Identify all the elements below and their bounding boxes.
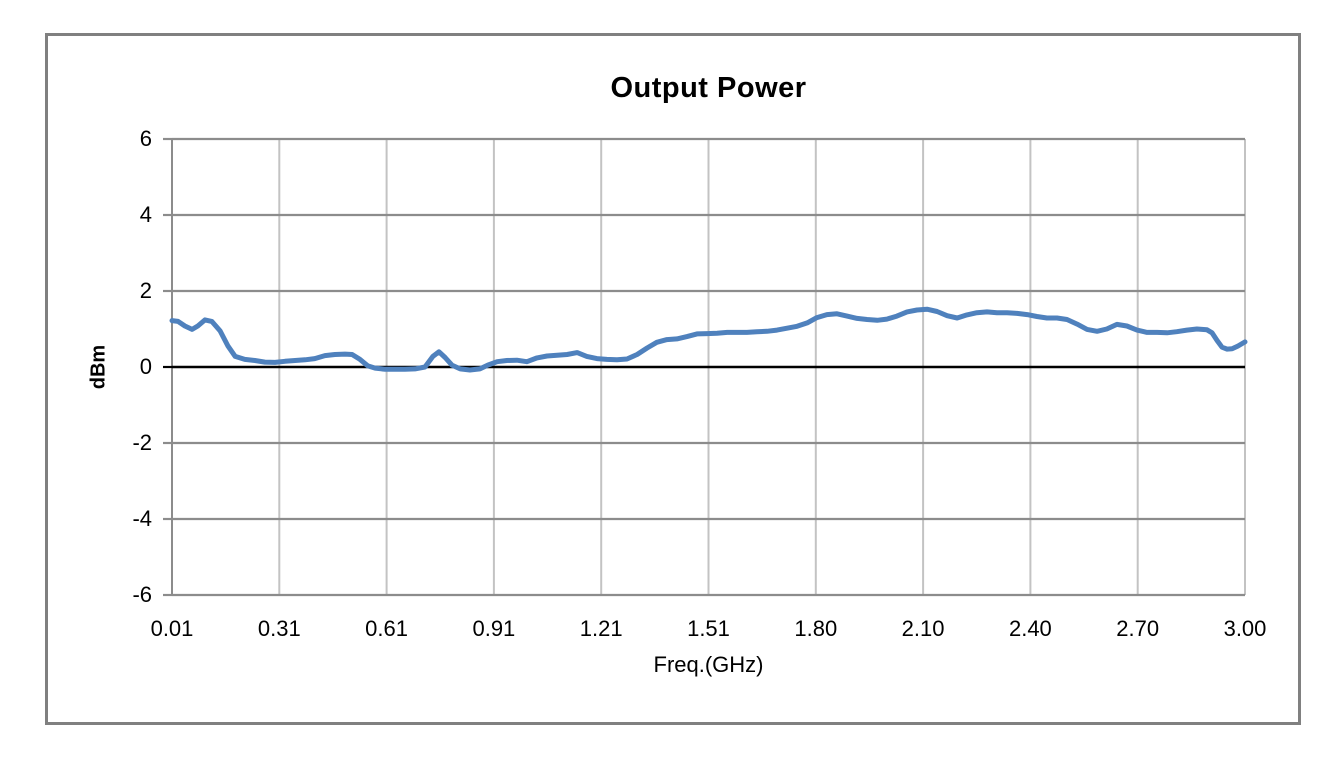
x-tick-label: 2.70 [1116, 616, 1160, 641]
series-line-output-power [169, 306, 1248, 373]
x-tick-label: 2.40 [1008, 616, 1052, 641]
y-tick-label: -2 [132, 430, 152, 455]
y-tick-label: -4 [132, 506, 152, 531]
x-tick-label: 2.10 [901, 616, 945, 641]
x-tick-label: 0.31 [257, 616, 301, 641]
chart-frame: Output Power 6 4 2 0 -2 -4 -6 0.01 0.31 0.61 0.91… [45, 33, 1301, 725]
x-tick-label: 1.80 [794, 616, 838, 641]
x-tick-label: 1.21 [579, 616, 623, 641]
x-tick-label: 0.91 [472, 616, 516, 641]
y-axis-title: dBm [87, 344, 110, 390]
y-tick-label: -6 [132, 582, 152, 607]
x-tick-label: 0.01 [150, 616, 194, 641]
x-tick-label: 3.00 [1223, 616, 1267, 641]
plot-area [163, 137, 1248, 597]
y-tick-label: 6 [139, 126, 152, 151]
y-tick-label: 4 [139, 202, 152, 227]
chart-title: Output Power [610, 72, 807, 104]
x-tick-label: 1.51 [687, 616, 730, 641]
y-tick-label: 0 [139, 354, 152, 379]
x-tick-label: 0.61 [365, 616, 408, 641]
x-axis-title: Freq.(GHz) [653, 652, 764, 677]
y-tick-label: 2 [139, 278, 152, 303]
